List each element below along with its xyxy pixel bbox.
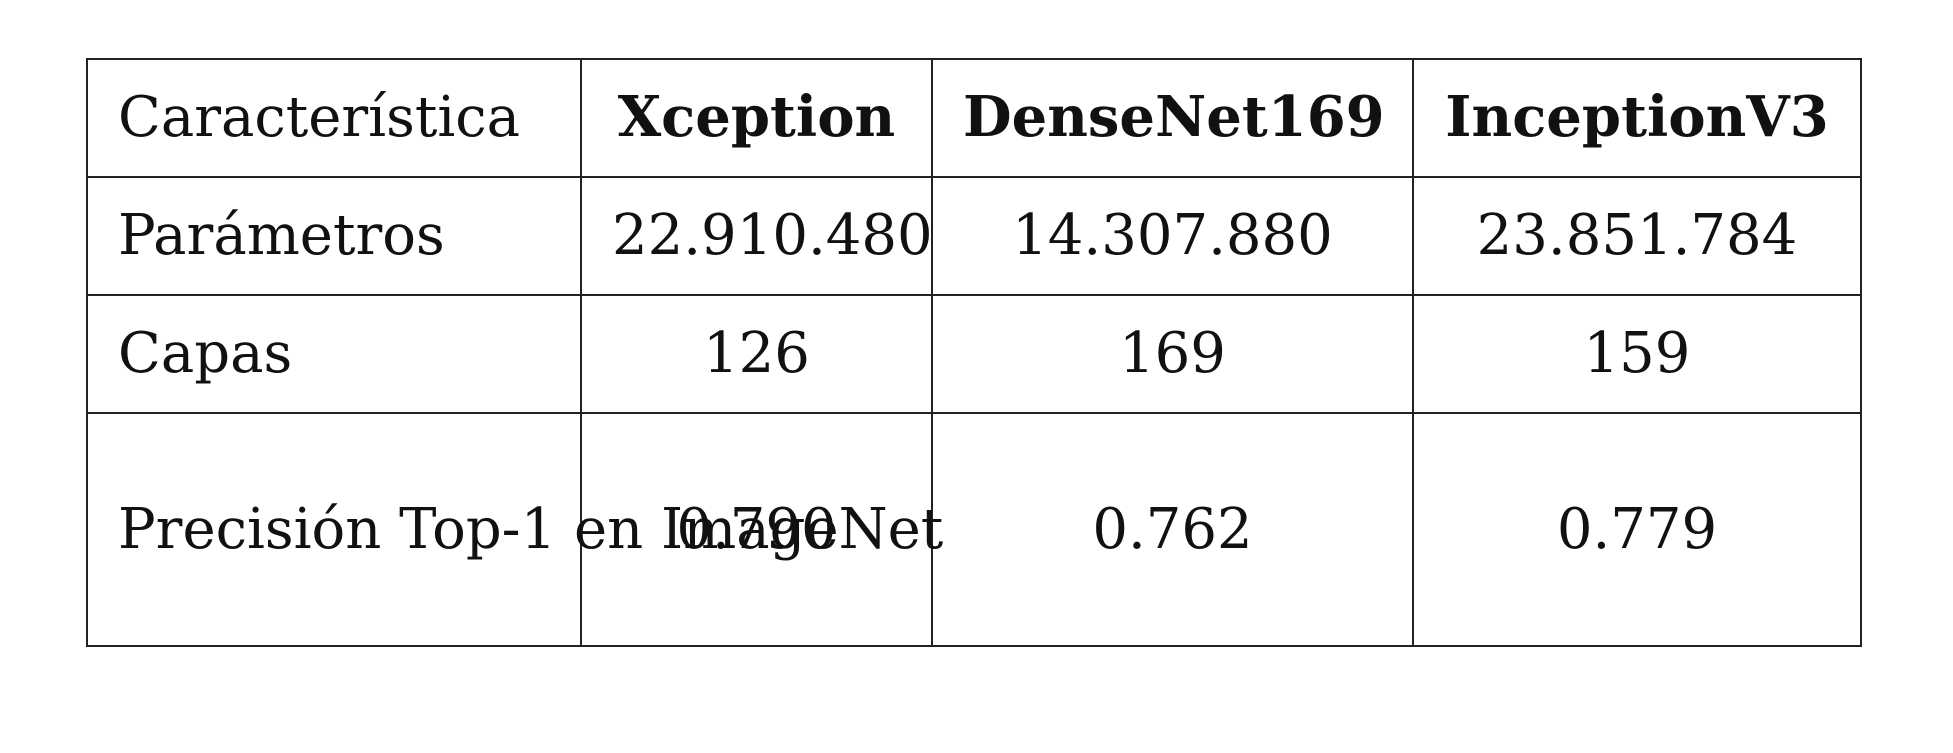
cell-inceptionv3-accuracy: 0.779 xyxy=(1412,412,1862,647)
cell-inceptionv3-layers: 159 xyxy=(1412,294,1862,414)
table-row: Capas 126 169 159 xyxy=(86,294,1862,414)
header-densenet169: DenseNet169 xyxy=(931,58,1414,178)
row-label-top1-accuracy: Precisión Top-1 en ImageNet xyxy=(86,412,943,647)
cell-xception-parameters: 22.910.480 xyxy=(580,176,933,296)
cell-densenet169-accuracy: 0.762 xyxy=(931,412,1414,647)
cell-xception-layers: 126 xyxy=(580,294,933,414)
model-comparison-table: Característica Xception DenseNet169 Ince… xyxy=(86,58,1862,647)
row-label-parameters: Parámetros xyxy=(86,176,582,296)
table-row: Parámetros 22.910.480 14.307.880 23.851.… xyxy=(86,176,1862,296)
header-inceptionv3: InceptionV3 xyxy=(1412,58,1862,178)
cell-densenet169-parameters: 14.307.880 xyxy=(931,176,1414,296)
row-label-layers: Capas xyxy=(86,294,582,414)
table-row: Precisión Top-1 en ImageNet 0.790 0.762 … xyxy=(86,412,1862,647)
header-xception: Xception xyxy=(580,58,933,178)
header-feature: Característica xyxy=(86,58,582,178)
cell-densenet169-layers: 169 xyxy=(931,294,1414,414)
cell-inceptionv3-parameters: 23.851.784 xyxy=(1412,176,1862,296)
cell-xception-accuracy: 0.790 xyxy=(580,412,933,647)
table-header-row: Característica Xception DenseNet169 Ince… xyxy=(86,58,1862,178)
